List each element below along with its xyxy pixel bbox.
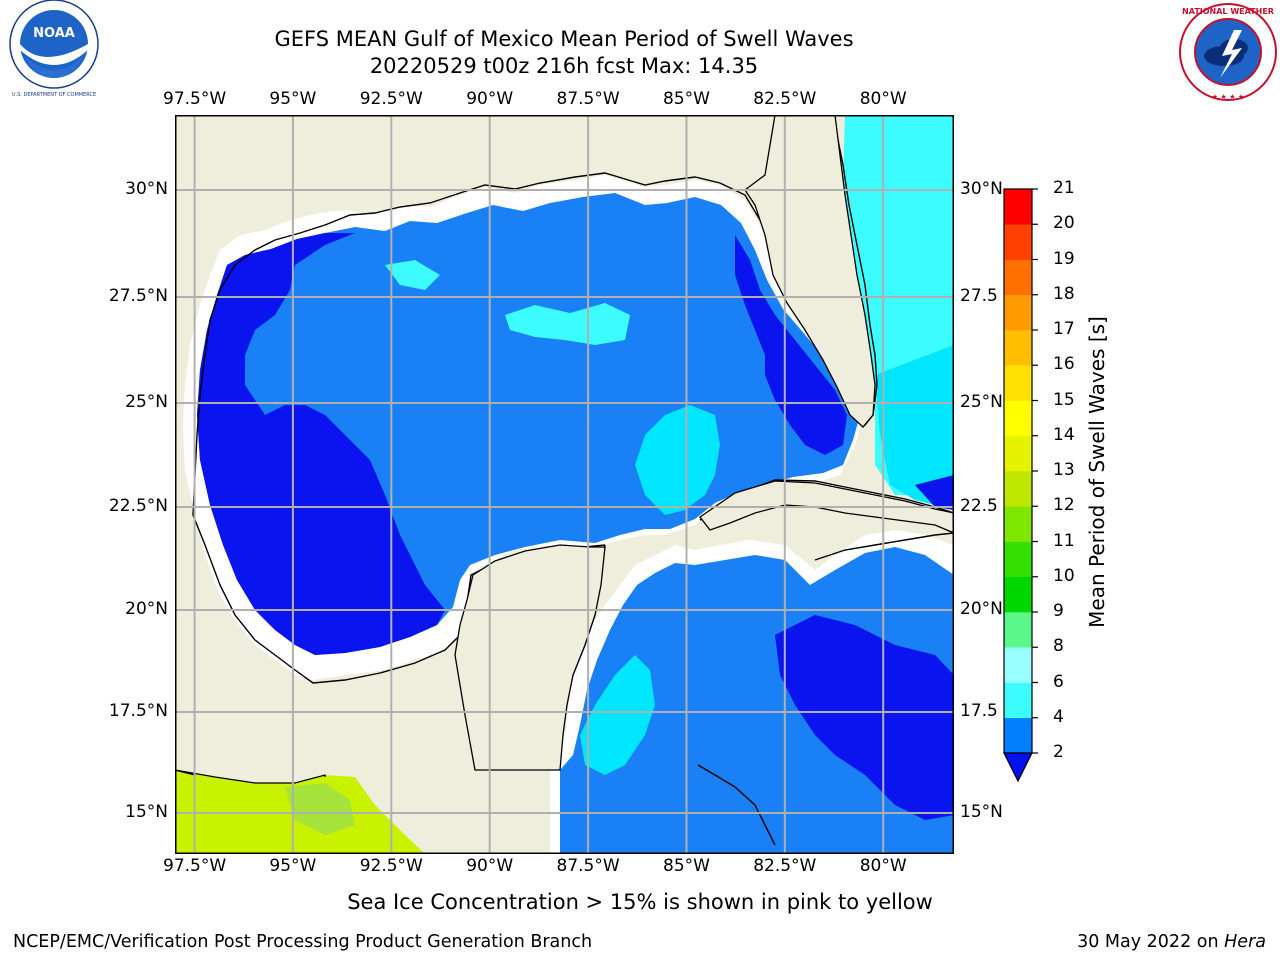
lat-tick-left: 22.5°N — [108, 496, 168, 516]
lat-tick-left: 20°N — [125, 599, 168, 619]
lon-tick-top: 92.5°W — [359, 89, 423, 109]
nws-logo-icon: NATIONAL WEATHER ★ ★ ★ ★ — [1179, 3, 1277, 101]
colorbar-tick-label: 21 — [1053, 178, 1075, 198]
lon-tick-top: 87.5°W — [556, 89, 620, 109]
map-panel — [175, 115, 954, 854]
colorbar-tick-label: 8 — [1053, 636, 1064, 657]
lat-tick-right: 15°N — [960, 802, 1003, 822]
svg-text:NATIONAL WEATHER: NATIONAL WEATHER — [1182, 7, 1274, 16]
lat-tick-left: 27.5°N — [108, 286, 168, 306]
colorbar-swatch — [1004, 682, 1032, 719]
florida-landmass — [744, 115, 876, 428]
chart-subtitle: 20220529 t00z 216h fcst Max: 14.35 — [369, 54, 759, 78]
swell-field-dark-west — [197, 233, 445, 655]
colorbar-swatch — [1004, 189, 1032, 225]
colorbar-swatch — [1004, 365, 1032, 401]
colorbar-tick-label: 11 — [1053, 530, 1075, 551]
graticule — [175, 115, 954, 854]
colorbar-tick-label: 20 — [1053, 213, 1075, 234]
colorbar-swatch — [1004, 506, 1032, 542]
footer-date-text: 30 May 2022 on — [1077, 932, 1225, 952]
colorbar-tick-label: 14 — [1053, 424, 1075, 445]
colorbar-tick-label: 12 — [1053, 495, 1075, 516]
footer-machine: Hera — [1224, 932, 1266, 952]
colorbar-tick-label: 17 — [1053, 319, 1075, 339]
lon-tick-top: 95°W — [269, 89, 317, 109]
colorbar-tick-label: 9 — [1053, 601, 1064, 621]
colorbar-tick-label: 6 — [1053, 671, 1064, 692]
lat-tick-left: 25°N — [125, 392, 168, 412]
lon-tick-bottom: 87.5°W — [556, 856, 620, 876]
lat-tick-left: 15°N — [125, 802, 168, 822]
noaa-logo-icon: NOAA U.S. DEPARTMENT OF COMMERCE — [9, 0, 99, 98]
colorbar-swatch — [1004, 471, 1032, 507]
colorbar-swatch — [1004, 647, 1032, 683]
lon-tick-bottom: 90°W — [466, 856, 514, 876]
lon-tick-bottom: 92.5°W — [359, 856, 423, 876]
lon-tick-top: 90°W — [466, 89, 514, 109]
svg-text:★ ★ ★ ★: ★ ★ ★ ★ — [1212, 93, 1244, 101]
footer-credit: NCEP/EMC/Verification Post Processing Pr… — [13, 932, 593, 952]
ice-note: Sea Ice Concentration > 15% is shown in … — [347, 890, 933, 914]
colorbar-swatch — [1004, 330, 1032, 366]
svg-text:U.S. DEPARTMENT OF COMMERCE: U.S. DEPARTMENT OF COMMERCE — [12, 92, 96, 98]
colorbar-swatch — [1004, 576, 1032, 613]
lat-tick-right: 25°N — [960, 392, 1003, 412]
lat-tick-left: 30°N — [125, 179, 168, 199]
colorbar-extend-arrow — [1003, 752, 1033, 783]
swell-field-dark-east — [735, 235, 847, 455]
colorbar-tick-label: 2 — [1053, 742, 1064, 762]
colorbar-swatch — [1004, 717, 1032, 754]
lon-tick-bottom: 82.5°W — [753, 856, 817, 876]
lon-tick-bottom: 97.5°W — [163, 856, 227, 876]
colorbar-tick-label: 4 — [1053, 706, 1064, 727]
lon-tick-top: 80°W — [859, 89, 907, 109]
svg-text:NOAA: NOAA — [33, 26, 75, 41]
lat-tick-right: 17.5 — [960, 701, 998, 721]
colorbar-title: Mean Period of Swell Waves [s] — [1085, 316, 1109, 628]
colorbar-swatch — [1004, 400, 1032, 437]
colorbar-tick-label: 16 — [1053, 354, 1075, 375]
lat-tick-right: 27.5 — [960, 286, 998, 306]
lat-tick-left: 17.5°N — [108, 701, 168, 721]
footer-date: 30 May 2022 on Hera — [1077, 932, 1266, 952]
lon-tick-bottom: 80°W — [859, 856, 907, 876]
swell-field-cyan — [635, 405, 720, 515]
lon-tick-bottom: 95°W — [269, 856, 317, 876]
colorbar-tick-label: 10 — [1053, 565, 1075, 586]
colorbar-tick-label: 15 — [1053, 389, 1075, 410]
colorbar-tick-label: 19 — [1053, 248, 1075, 269]
colorbar-tick-label: 13 — [1053, 460, 1075, 480]
colorbar-swatch — [1004, 541, 1032, 578]
lon-tick-top: 82.5°W — [753, 89, 817, 109]
lon-tick-top: 85°W — [663, 89, 710, 109]
lat-tick-right: 30°N — [960, 179, 1003, 199]
yucatan-landmass — [454, 544, 606, 771]
colorbar-tick-label: 18 — [1053, 283, 1075, 304]
lon-tick-top: 97.5°W — [163, 89, 227, 109]
map-frame — [175, 115, 954, 854]
colorbar-swatch — [1004, 294, 1032, 331]
lat-tick-right: 20°N — [960, 599, 1003, 619]
caribbean-field — [560, 547, 954, 854]
colorbar-swatch — [1004, 612, 1032, 648]
lat-tick-right: 22.5 — [960, 496, 998, 516]
colorbar-swatch — [1004, 224, 1032, 260]
colorbar — [1003, 188, 1038, 783]
colorbar-swatch — [1004, 435, 1032, 472]
colorbar-swatch — [1004, 259, 1032, 296]
lon-tick-bottom: 85°W — [663, 856, 710, 876]
chart-title: GEFS MEAN Gulf of Mexico Mean Period of … — [274, 27, 854, 51]
